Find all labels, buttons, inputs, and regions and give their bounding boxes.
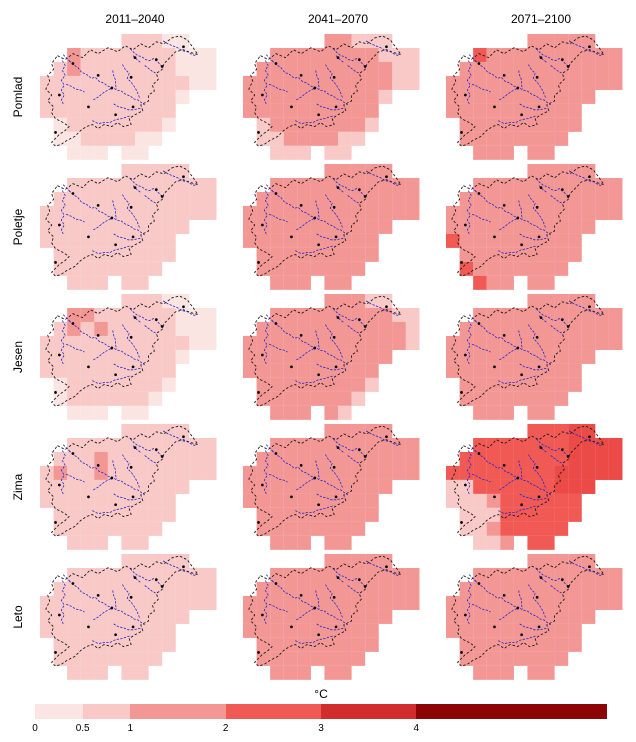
map-panel-pomlad-2041-2070 [243, 34, 420, 160]
colorbar-segment [130, 704, 226, 719]
row-label-zima: Zima [11, 473, 25, 501]
map-panel-pomlad-2071-2100 [446, 34, 623, 160]
colorbar-tick-3: 2 [222, 723, 229, 734]
colorbar-tick-0: 0 [32, 723, 38, 734]
map-panel-leto-2011-2040 [40, 554, 217, 680]
colorbar-tick-4: 3 [318, 723, 324, 734]
column-header-period-2: 2041–2070 [307, 12, 369, 26]
map-panel-jesen-2041-2070 [243, 294, 420, 420]
row-label-jesen: Jesen [11, 340, 25, 374]
map-panel-poletje-2011-2040 [40, 164, 217, 290]
colorbar-segment [35, 704, 83, 719]
column-header-period-1: 2011–2040 [105, 12, 165, 26]
colorbar-tick-2: 1 [127, 723, 134, 734]
colorbar-segment [225, 704, 321, 719]
colorbar [35, 704, 607, 719]
colorbar-title: °C [314, 687, 328, 701]
colorbar-segment [416, 704, 607, 719]
map-panel-leto-2041-2070 [243, 554, 420, 680]
row-label-pomlad: Pomlad [11, 76, 25, 118]
colorbar-segment [320, 704, 417, 719]
row-label-leto: Leto [11, 605, 25, 629]
map-panel-jesen-2071-2100 [446, 294, 623, 420]
row-label-poletje: Poletje [11, 208, 25, 246]
map-panel-poletje-2071-2100 [446, 164, 623, 290]
colorbar-tick-1: 0.5 [75, 723, 90, 734]
map-panel-poletje-2041-2070 [243, 164, 420, 290]
colorbar-segment [82, 704, 131, 719]
map-panel-leto-2071-2100 [446, 554, 623, 680]
map-panel-zima-2071-2100 [446, 424, 623, 550]
map-panel-zima-2041-2070 [243, 424, 420, 550]
colorbar-tick-5: 4 [413, 723, 420, 734]
map-panel-pomlad-2011-2040 [40, 34, 217, 160]
map-panel-zima-2011-2040 [40, 424, 217, 550]
column-header-period-3: 2071–2100 [510, 12, 572, 26]
map-panel-jesen-2011-2040 [40, 294, 217, 420]
